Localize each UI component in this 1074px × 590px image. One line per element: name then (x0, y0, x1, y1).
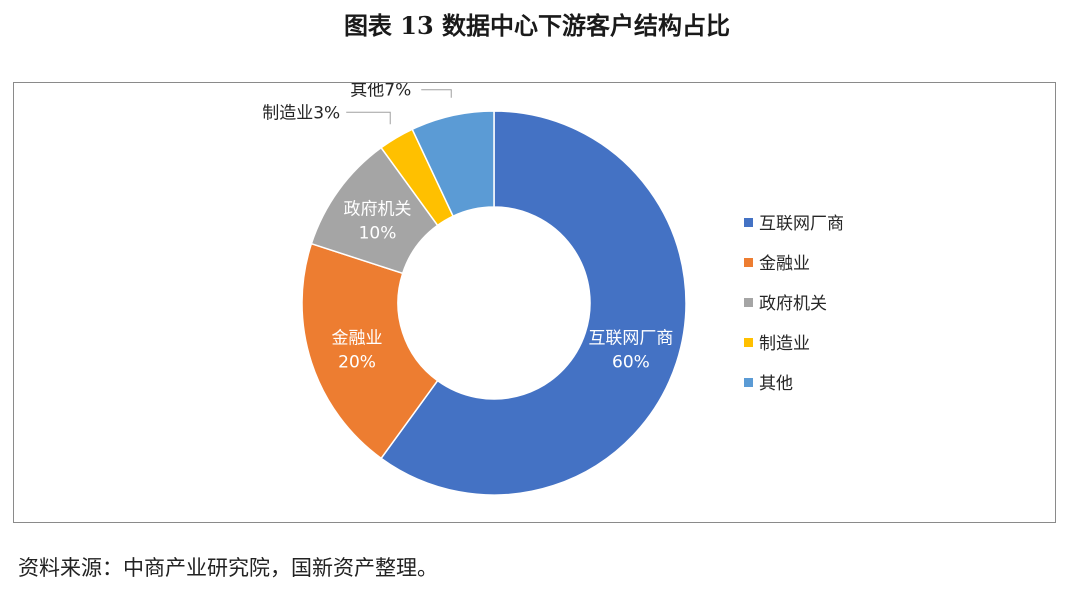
data-label-3: 制造业3% (262, 103, 340, 123)
donut-chart: 互联网厂商60%金融业20%政府机关10%制造业3%其他7%互联网厂商金融业政府… (262, 83, 844, 496)
legend-label-3: 制造业 (759, 334, 810, 354)
slice-4 (411, 110, 495, 218)
chart-frame: 互联网厂商 60% 金融业 20% 政府机关 10% 制造业3% 其他7% 互联网厂商 金融业 政府… (13, 82, 1056, 523)
legend-swatch-3 (744, 338, 753, 347)
slice-1 (301, 242, 439, 460)
data-label-4: 其他7% (350, 83, 411, 101)
legend-swatch-4 (744, 378, 753, 387)
legend-swatch-0 (744, 218, 753, 227)
leader-line-4 (421, 89, 452, 98)
data-label-2-value: 10% (359, 223, 397, 243)
data-label-1-value: 20% (338, 352, 376, 372)
legend-label-1: 金融业 (759, 254, 810, 274)
leader-line-3 (346, 111, 391, 125)
figure-title: 图表 13 数据中心下游客户结构占比 (343, 11, 731, 40)
source-note: 资料来源：中商产业研究院，国新资产整理。 (18, 556, 438, 580)
data-label-0-name: 互联网厂商 (588, 328, 673, 348)
data-label-0-value: 60% (612, 352, 650, 372)
legend-label-2: 政府机关 (759, 294, 827, 314)
legend-label-4: 其他 (759, 374, 793, 394)
slice-0 (380, 110, 687, 496)
data-label-2-name: 政府机关 (344, 199, 412, 219)
legend-swatch-2 (744, 298, 753, 307)
legend-label-0: 互联网厂商 (759, 214, 844, 234)
data-label-1-name: 金融业 (332, 328, 383, 348)
legend-swatch-1 (744, 258, 753, 267)
